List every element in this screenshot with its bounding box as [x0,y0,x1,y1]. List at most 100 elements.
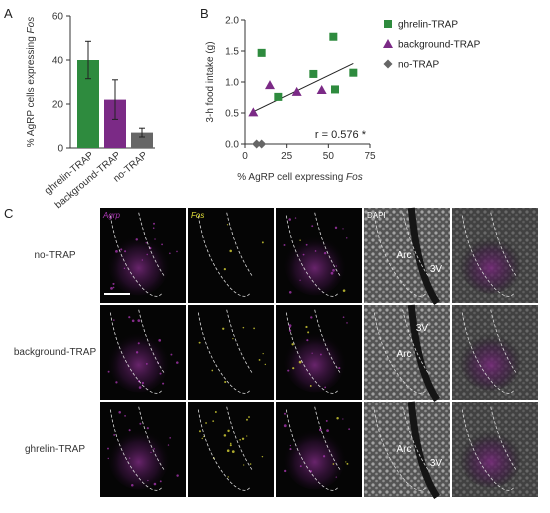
cell-dot [248,416,250,418]
legend-marker [383,59,393,69]
legend-label: background-TRAP [398,40,481,51]
cell-dot [335,476,337,478]
cell-dot [153,482,157,486]
cell-dot [176,361,179,364]
cell-dot [243,464,245,466]
micrograph-panel [364,401,450,499]
regression-line [253,62,354,113]
cell-dot [242,326,245,329]
data-point [331,85,339,94]
panel-background [188,208,274,303]
cell-dot [302,253,305,256]
cell-dot [153,448,155,450]
legend-label: ghrelin-TRAP [398,20,458,31]
data-points [248,32,358,149]
micrograph-panel [188,305,274,400]
cell-dot [334,226,338,230]
arcuate-outline [109,409,163,491]
arcuate-outline [197,215,251,297]
cell-dot [314,250,317,252]
cell-dot [170,353,173,356]
arcuate-outline [138,212,165,277]
y-tick-labels: 0 20 40 60 [52,12,70,155]
cell-dot [299,279,301,281]
arcuate-outline [373,215,427,297]
panel-letter-a: A [4,6,13,21]
y-tick-label: 0 [57,144,63,155]
cell-dot [338,367,341,370]
cell-dot [224,381,227,384]
region-label: 3V [430,458,443,469]
data-point [349,68,358,77]
cell-dot [139,422,142,425]
cell-dot [226,449,230,453]
bars [77,40,153,148]
cell-dot [145,363,148,365]
cell-dot [214,411,217,413]
row-label: no-TRAP [34,250,75,261]
cell-dot [212,420,215,423]
cell-dot [342,289,346,292]
arcuate-outline [138,406,165,471]
arcuate-outline [226,212,253,277]
arcuate-outline [109,215,163,297]
arcuate-outline [285,312,339,394]
cell-dot [332,463,335,465]
cell-dot [226,224,229,226]
arcuate-outline [490,406,517,471]
data-point [252,139,262,149]
column-label: DAPI [367,211,386,220]
cell-dot [229,249,232,253]
third-ventricle [407,401,441,499]
cell-dot [198,430,201,433]
region-label: Arc [397,444,412,455]
data-point [274,92,283,101]
y-tick-label: 40 [52,56,64,67]
y-axis-label: % AgRP cells expressing Fos [26,17,37,147]
cell-dot [246,435,248,437]
arcuate-outline [373,409,427,491]
cell-dot [288,290,292,294]
data-point [309,69,318,78]
micrograph-panel [188,208,274,303]
panel-background [188,402,274,497]
cell-dot [152,227,155,229]
arcuate-outline [197,312,251,394]
x-tick-label: 25 [281,151,293,162]
cell-dot [310,316,313,319]
arcuate-outline [461,215,515,297]
cell-dot [292,367,295,370]
bar [104,99,126,148]
cell-dot [118,410,121,414]
cell-dot [288,324,292,327]
cell-dot [229,444,232,447]
legend-marker [384,20,392,28]
cell-dot [291,343,294,346]
y-tick-label: 20 [52,100,64,111]
bar [131,132,153,148]
cell-dot [311,352,313,354]
cell-dot [135,351,139,354]
y-tick-label: 0.5 [225,109,239,120]
cell-dot [289,448,292,451]
cell-dot [264,363,267,366]
cell-dot [176,474,179,477]
cell-dot [288,218,291,221]
cell-dot [128,316,131,319]
y-tick-label: 1.5 [225,47,239,58]
cell-dot [129,457,131,459]
cell-dot [128,429,131,432]
cell-dot [246,418,248,421]
arcuate-outline [314,406,341,471]
agrp-signal [108,234,169,296]
cell-dot [346,322,348,324]
dapi-texture [364,402,450,497]
cell-dot [227,429,230,433]
arcuate-outline [109,312,163,394]
micrograph-panel [276,402,362,497]
cell-dot [159,372,162,375]
x-tick-label: 0 [242,151,248,162]
cell-dot [223,434,227,437]
agrp-signal [108,428,169,490]
cell-dot [115,381,118,384]
